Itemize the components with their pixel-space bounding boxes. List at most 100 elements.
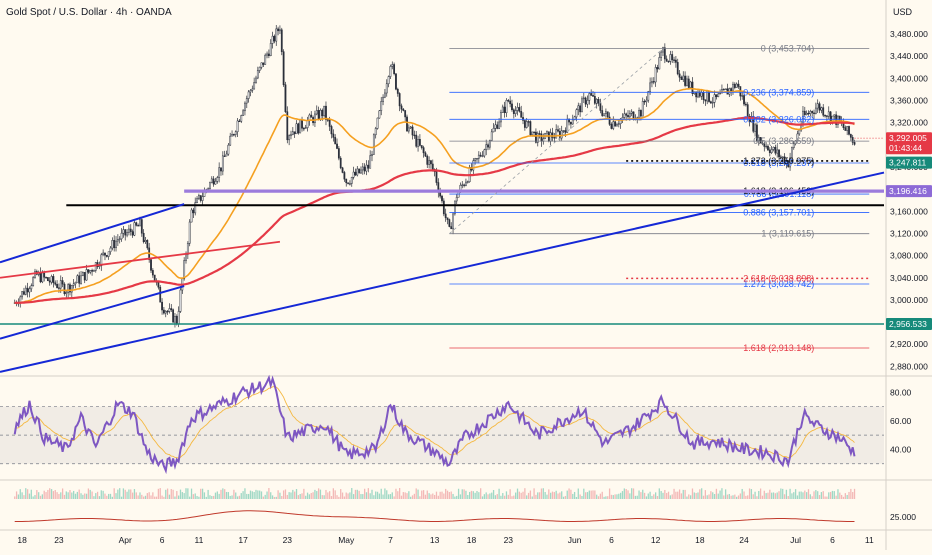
volume-bar: [235, 492, 237, 499]
candle: [663, 47, 666, 60]
candle: [45, 276, 47, 279]
x-tick-label: 18: [695, 535, 705, 545]
volume-bar: [840, 494, 843, 499]
volume-bar: [203, 492, 206, 499]
candle: [687, 78, 690, 88]
volume-bar: [846, 494, 848, 499]
volume-bar: [65, 491, 67, 499]
volume-bar: [728, 493, 730, 499]
candle: [564, 130, 567, 133]
candle: [194, 202, 197, 214]
volume-bar: [102, 490, 104, 499]
volume-bar: [516, 488, 519, 499]
currency-label: USD: [893, 7, 913, 17]
candle: [487, 144, 489, 148]
candle: [651, 81, 653, 84]
volume-bar: [187, 488, 189, 499]
volume-bar: [721, 488, 723, 499]
candle: [601, 110, 604, 116]
candle: [671, 54, 674, 61]
volume-bar: [400, 495, 403, 499]
candle: [435, 171, 438, 183]
candle: [512, 109, 515, 114]
volume-bar: [38, 492, 40, 499]
candle: [452, 213, 454, 230]
volume-bar: [627, 490, 629, 499]
volume-bar: [513, 495, 515, 499]
volume-bar: [154, 496, 156, 499]
volume-bar: [402, 492, 404, 499]
volume-bar: [837, 489, 839, 499]
volume-bar: [76, 491, 78, 499]
volume-bar: [395, 488, 397, 499]
candle: [255, 77, 257, 83]
volume-bar: [21, 492, 23, 499]
candle: [553, 137, 556, 139]
volume-bar: [540, 488, 543, 499]
y-tick-label: 3,440.000: [890, 51, 928, 61]
candle: [341, 167, 344, 173]
candle: [291, 131, 294, 135]
volume-bar: [371, 489, 373, 499]
extension-label: 2.618 (3,038.898): [743, 273, 814, 283]
candle: [595, 99, 598, 104]
candle: [488, 140, 491, 148]
candle: [317, 110, 320, 120]
candle: [678, 73, 681, 78]
volume-bar: [813, 491, 815, 499]
candle: [721, 89, 723, 94]
volume-bar: [518, 491, 520, 499]
candle: [385, 83, 388, 94]
candle: [56, 284, 58, 288]
volume-bar: [756, 496, 758, 499]
candle: [516, 107, 519, 111]
volume-bar: [741, 488, 743, 499]
volume-bar: [794, 489, 797, 499]
fib-trend-line: [449, 48, 664, 234]
candle: [146, 240, 149, 249]
volume-bar: [446, 490, 449, 499]
volume-bar: [376, 491, 379, 499]
candle: [485, 144, 488, 151]
volume-bar: [671, 494, 673, 499]
volume-bar: [489, 493, 491, 499]
candle: [260, 62, 263, 68]
candle: [157, 282, 160, 288]
volume-bar: [688, 494, 690, 499]
candle: [772, 146, 775, 150]
candle: [21, 291, 23, 298]
volume-bar: [152, 492, 154, 499]
candle: [476, 158, 478, 160]
volume-bar: [411, 495, 414, 499]
volume-bar: [257, 490, 259, 499]
candle: [481, 155, 484, 157]
volume-bar: [329, 491, 331, 499]
candle: [24, 287, 27, 295]
volume-bar: [170, 489, 172, 499]
candle: [256, 70, 259, 79]
candle: [614, 121, 617, 127]
volume-bar: [380, 488, 382, 499]
x-tick-label: 23: [504, 535, 514, 545]
volume-bar: [465, 490, 467, 499]
candle: [139, 219, 141, 227]
volume-bar: [697, 492, 699, 499]
candle: [472, 160, 475, 171]
candle: [715, 94, 718, 98]
candle: [236, 120, 239, 133]
volume-bar: [798, 491, 800, 499]
candle: [378, 110, 381, 119]
x-tick-label: 6: [160, 535, 165, 545]
volume-bar: [704, 490, 707, 499]
volume-bar: [236, 496, 239, 499]
volume-bar: [314, 489, 316, 499]
y-tick-label: 3,480.000: [890, 29, 928, 39]
volume-bar: [17, 494, 20, 499]
volume-bar: [653, 494, 655, 499]
candle: [465, 181, 467, 186]
volume-bar: [647, 493, 649, 499]
candle: [120, 232, 123, 240]
volume-bar: [141, 494, 143, 499]
volume-bar: [619, 492, 622, 499]
